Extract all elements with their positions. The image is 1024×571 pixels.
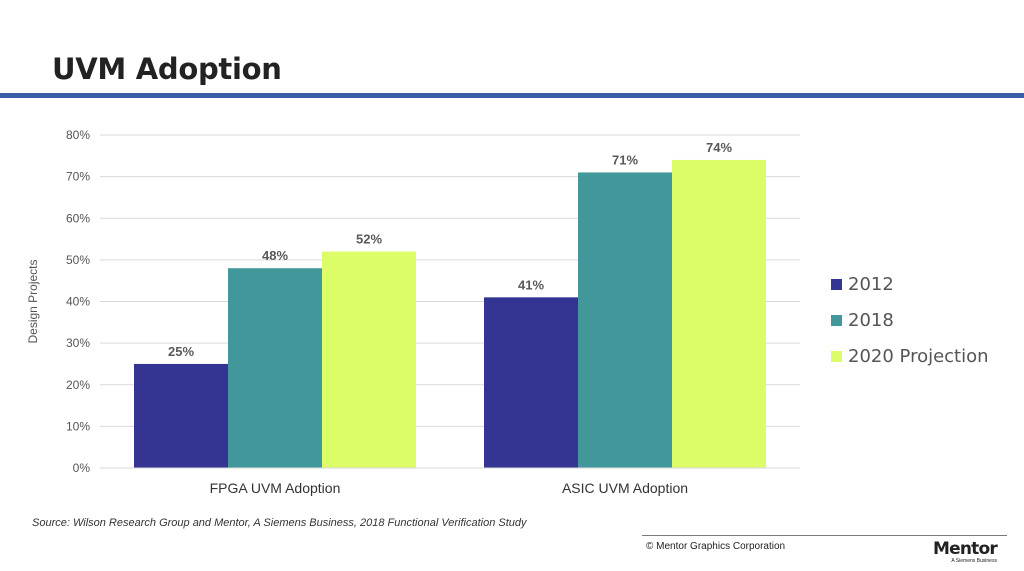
y-tick-label: 20% xyxy=(66,378,90,392)
legend-swatch xyxy=(831,350,842,362)
bar xyxy=(322,251,416,468)
data-label: 52% xyxy=(356,232,382,247)
y-tick-label: 40% xyxy=(66,295,90,309)
bar xyxy=(484,297,578,468)
y-tick-label: 70% xyxy=(66,170,90,184)
y-axis-label: Design Projects xyxy=(26,259,40,343)
legend-label: 2012 xyxy=(848,273,894,295)
legend-item: 2020 Projection xyxy=(831,338,989,374)
legend-swatch xyxy=(831,278,842,290)
mentor-logo: Mentor A Siemens Business xyxy=(933,539,998,564)
data-label: 48% xyxy=(262,248,288,263)
y-tick-label: 60% xyxy=(66,211,90,225)
y-tick-label: 30% xyxy=(66,336,90,350)
legend-label: 2020 Projection xyxy=(848,345,989,367)
copyright-text: © Mentor Graphics Corporation xyxy=(646,541,786,552)
bar xyxy=(228,268,322,468)
bar xyxy=(134,363,228,468)
legend-item: 2012 xyxy=(831,266,989,302)
data-label: 25% xyxy=(168,344,194,359)
slide-title: UVM Adoption xyxy=(52,52,282,86)
legend-label: 2018 xyxy=(848,309,894,331)
source-note: Source: Wilson Research Group and Mentor… xyxy=(32,517,527,529)
legend-item: 2018 xyxy=(831,302,989,338)
x-category-label: ASIC UVM Adoption xyxy=(562,480,688,496)
bar xyxy=(672,159,766,468)
data-label: 74% xyxy=(706,140,732,155)
data-label: 41% xyxy=(518,277,544,292)
bar xyxy=(578,172,672,468)
footer-divider xyxy=(642,535,1007,536)
legend-swatch xyxy=(831,314,842,326)
logo-subtitle: A Siemens Business xyxy=(951,558,997,564)
y-tick-label: 10% xyxy=(66,419,90,433)
title-underline xyxy=(0,93,1024,98)
chart-legend: 2012 2018 2020 Projection xyxy=(831,266,989,374)
y-tick-label: 80% xyxy=(66,128,90,142)
x-category-label: FPGA UVM Adoption xyxy=(210,480,341,496)
y-tick-label: 50% xyxy=(66,253,90,267)
data-label: 71% xyxy=(612,152,638,167)
logo-name: Mentor xyxy=(933,539,998,559)
y-tick-label: 0% xyxy=(73,461,91,475)
